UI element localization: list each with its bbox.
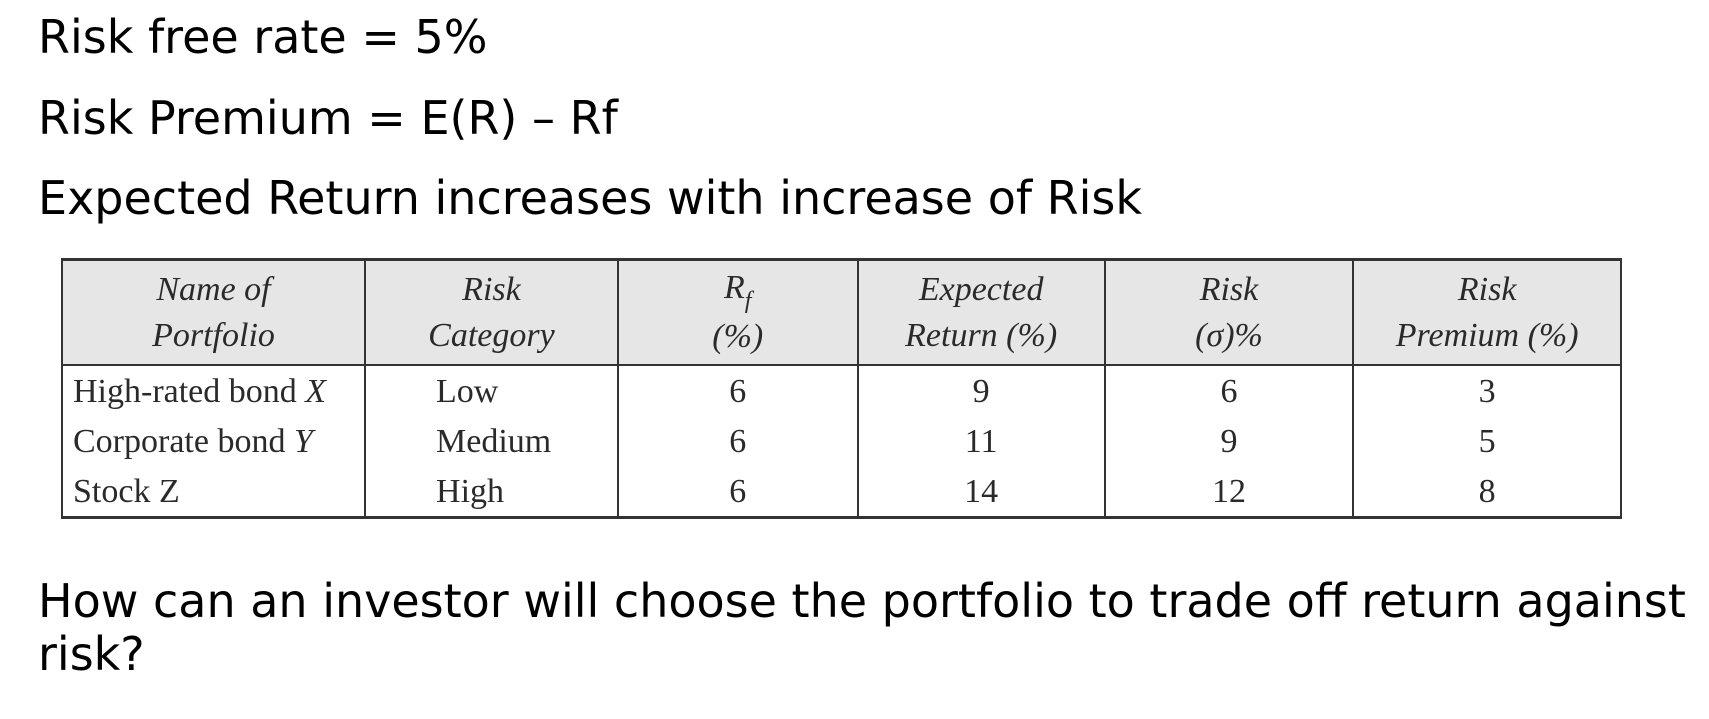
header-line: Name of: [156, 270, 271, 308]
header-line: (%): [712, 318, 764, 355]
header-line: Expected: [918, 270, 1044, 308]
header-line: Risk: [1199, 270, 1259, 308]
cell-portfolio-name: Corporate bond Y: [60, 416, 367, 466]
cell-rf: 6: [616, 365, 859, 416]
portfolio-name-variable: X: [305, 373, 327, 410]
header-subscript: f: [744, 288, 752, 314]
cell-risk: 9: [1103, 416, 1355, 466]
cell-risk-premium: 5: [1352, 416, 1622, 466]
table-row: Stock Z High 6 14 12 8: [60, 466, 1622, 519]
header-line: Category: [428, 316, 555, 354]
cell-risk-category: High: [364, 466, 619, 519]
portfolio-name-text: Corporate bond: [73, 423, 294, 460]
question-text: How can an investor will choose the port…: [38, 574, 1686, 681]
table-row: High-rated bond X Low 6 9 6 3: [60, 365, 1622, 416]
portfolio-table: Name of Portfolio Risk Category Rf (%) E…: [60, 258, 1622, 519]
cell-risk-category: Medium: [364, 416, 619, 466]
portfolio-name-text: Stock Z: [73, 473, 180, 510]
expected-return-statement: Expected Return increases with increase …: [38, 171, 1142, 225]
header-line: (σ)%: [1195, 316, 1263, 354]
header-risk-premium: Risk Premium (%): [1352, 258, 1622, 366]
cell-risk-premium: 8: [1352, 466, 1622, 519]
header-line: Portfolio: [152, 316, 275, 354]
header-line: Premium (%): [1395, 316, 1579, 354]
table-header-row: Name of Portfolio Risk Category Rf (%) E…: [60, 258, 1622, 366]
cell-risk: 12: [1103, 466, 1355, 519]
header-line: Risk: [462, 270, 521, 308]
header-expected-return: Expected Return (%): [856, 258, 1106, 366]
risk-free-rate-line: Risk free rate = 5%: [38, 10, 488, 64]
header-line: Risk: [1457, 270, 1517, 308]
header-line: R: [724, 269, 745, 306]
header-risk-sigma: Risk (σ)%: [1103, 258, 1355, 366]
cell-expected-return: 14: [856, 466, 1106, 519]
cell-rf: 6: [616, 416, 859, 466]
cell-portfolio-name: High-rated bond X: [60, 365, 367, 416]
header-rf: Rf (%): [616, 258, 859, 366]
risk-premium-formula-line: Risk Premium = E(R) – Rf: [38, 91, 618, 145]
cell-expected-return: 11: [856, 416, 1106, 466]
cell-risk-category: Low: [364, 365, 619, 416]
cell-rf: 6: [616, 466, 859, 519]
table-row: Corporate bond Y Medium 6 11 9 5: [60, 416, 1622, 466]
cell-risk-premium: 3: [1352, 365, 1622, 416]
header-line: Return (%): [905, 316, 1058, 354]
cell-expected-return: 9: [856, 365, 1106, 416]
portfolio-name-variable: Y: [293, 423, 313, 460]
header-name-of-portfolio: Name of Portfolio: [60, 258, 367, 366]
cell-risk: 6: [1103, 365, 1355, 416]
portfolio-table-container: Name of Portfolio Risk Category Rf (%) E…: [60, 258, 1622, 519]
cell-portfolio-name: Stock Z: [60, 466, 367, 519]
header-risk-category: Risk Category: [364, 258, 619, 366]
portfolio-name-text: High-rated bond: [73, 373, 306, 410]
